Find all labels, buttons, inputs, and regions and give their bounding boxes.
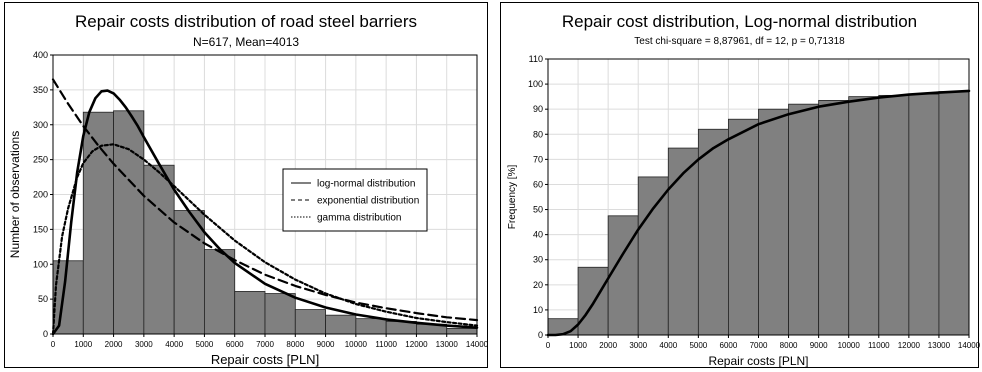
x-tick-label: 2000 — [105, 340, 123, 349]
x-tick-label: 10000 — [345, 340, 368, 349]
legend-label: exponential distribution — [317, 196, 419, 207]
x-tick-label: 12000 — [405, 340, 428, 349]
x-tick-label: 13000 — [436, 340, 459, 349]
x-tick-label: 14000 — [466, 340, 489, 349]
x-tick-label: 4000 — [659, 341, 677, 350]
x-tick-label: 5000 — [196, 340, 214, 349]
chart-panel-right: Repair cost distribution, Log-normal dis… — [500, 2, 980, 368]
legend-label: log-normal distribution — [317, 179, 415, 190]
y-tick-label: 150 — [33, 224, 48, 234]
y-tick-label: 300 — [33, 120, 48, 130]
y-tick-label: 90 — [533, 104, 543, 114]
histogram-plot-right: 0 1000 2000 3000 4000 5000 6000 7000 8000 9000 100… — [507, 54, 980, 368]
y-tick-label: 10 — [533, 305, 543, 315]
y-tick-label: 100 — [33, 259, 48, 269]
histogram-bar — [173, 210, 205, 335]
x-axis-label: Repair costs [PLN] — [211, 352, 319, 367]
histogram-bar — [788, 103, 820, 336]
histogram-bar — [264, 293, 296, 335]
chart-panel-left: Repair costs distribution of road steel … — [4, 2, 489, 368]
chart-subtitle: Test chi-square = 8,87961, df = 12, p = … — [634, 36, 845, 47]
histogram-bar — [758, 108, 789, 336]
x-axis-label: Repair costs [PLN] — [708, 354, 808, 368]
y-axis-label: Number of observations — [8, 131, 22, 258]
x-tick-label: 3000 — [135, 340, 153, 349]
y-axis-label: Frequency [%] — [507, 165, 518, 230]
y-tick-label: 80 — [533, 129, 543, 139]
histogram-bar — [113, 110, 145, 335]
y-tick-label: 100 — [528, 79, 543, 89]
histogram-bar — [143, 164, 175, 335]
chart-title: Repair cost distribution, Log-normal dis… — [561, 12, 918, 31]
histogram-bar — [446, 328, 478, 335]
x-tick-label: 5000 — [689, 341, 707, 350]
y-tick-label: 30 — [533, 255, 543, 265]
histogram-bar — [878, 94, 910, 336]
histogram-bar — [848, 96, 880, 336]
legend: log-normal distribution exponential distr… — [282, 168, 428, 232]
histogram-bar — [637, 176, 669, 336]
series-line-log-normal — [51, 89, 479, 336]
x-tick-label: 9000 — [317, 340, 335, 349]
histogram-bar — [728, 118, 759, 336]
legend-label: gamma distribution — [317, 213, 401, 224]
histogram-bar — [818, 100, 850, 336]
y-tick-label: 200 — [33, 190, 48, 200]
series-line-exponential — [51, 78, 479, 322]
x-tick-label: 13000 — [928, 341, 951, 350]
series-line-fit — [546, 89, 971, 337]
histogram-bar — [908, 93, 940, 336]
chart-subtitle: N=617, Mean=4013 — [192, 35, 300, 49]
histogram-bar — [607, 215, 639, 336]
x-tick-label: 11000 — [868, 341, 890, 350]
x-tick-label: 10000 — [838, 341, 861, 350]
y-tick-label: 0 — [538, 330, 543, 340]
y-tick-label: 40 — [533, 230, 543, 240]
x-tick-label: 12000 — [898, 341, 921, 350]
x-tick-label: 6000 — [226, 340, 244, 349]
histogram-plot-left: 0 1000 2000 3000 4000 5000 6000 7000 8000 9000 100… — [8, 50, 489, 367]
x-tick-label: 9000 — [810, 341, 828, 350]
x-tick-label: 8000 — [286, 340, 304, 349]
x-tick-label: 0 — [546, 341, 551, 350]
x-tick-label: 1000 — [569, 341, 587, 350]
histogram-bar — [697, 128, 729, 336]
chart-title: Repair costs distribution of road steel … — [74, 12, 418, 31]
histogram-bar — [234, 291, 266, 335]
y-tick-label: 400 — [33, 50, 48, 60]
histogram-bar — [667, 147, 699, 336]
y-tick-label: 110 — [529, 54, 543, 64]
histogram-bar — [355, 318, 387, 335]
x-tick-label: 2000 — [599, 341, 617, 350]
y-tick-label: 20 — [533, 280, 543, 290]
y-tick-label: 50 — [38, 294, 48, 304]
x-tick-label: 1000 — [74, 340, 92, 349]
series-line-gamma — [51, 143, 479, 336]
histogram-bar — [294, 309, 326, 335]
y-tick-label: 250 — [33, 155, 48, 165]
y-tick-label: 60 — [533, 179, 543, 189]
x-tick-label: 3000 — [629, 341, 647, 350]
y-tick-label: 0 — [43, 329, 48, 339]
histogram-bar — [204, 249, 236, 335]
x-tick-label: 7000 — [256, 340, 274, 349]
y-tick-label: 350 — [33, 85, 48, 95]
histogram-bar — [325, 314, 357, 335]
y-tick-label: 50 — [533, 205, 543, 215]
x-tick-label: 11000 — [375, 340, 397, 349]
x-tick-label: 8000 — [780, 341, 798, 350]
x-tick-label: 0 — [51, 340, 56, 349]
x-tick-label: 7000 — [750, 341, 768, 350]
y-tick-label: 70 — [533, 154, 543, 164]
histogram-bar — [938, 91, 970, 336]
histogram-bar — [82, 111, 114, 335]
x-tick-label: 6000 — [720, 341, 738, 350]
x-tick-label: 14000 — [958, 341, 980, 350]
x-tick-label: 4000 — [165, 340, 183, 349]
